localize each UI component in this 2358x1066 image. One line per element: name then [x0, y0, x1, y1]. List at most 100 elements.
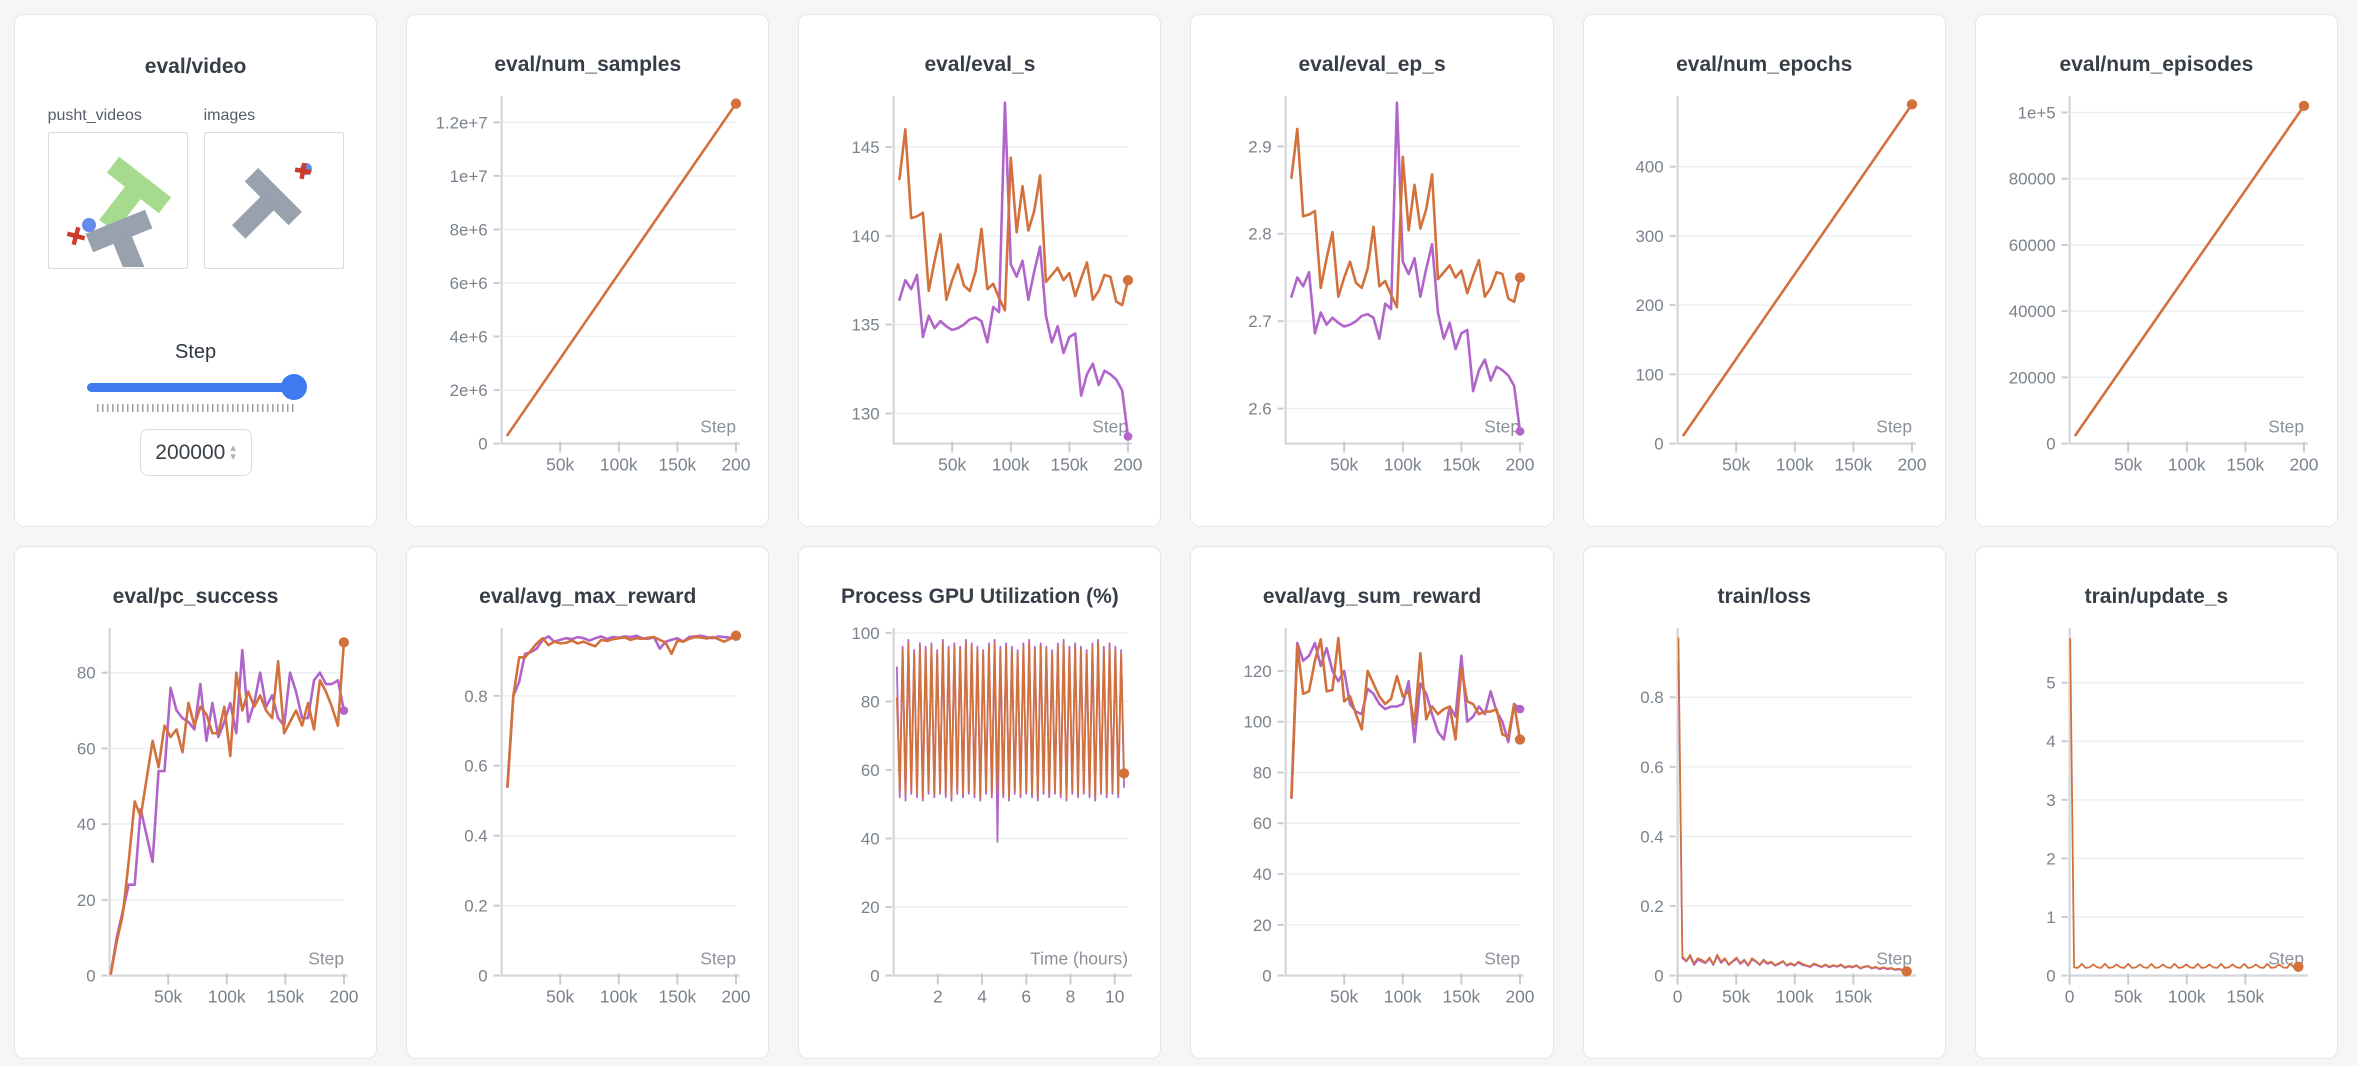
svg-text:50k: 50k [938, 454, 966, 474]
axes [107, 627, 348, 977]
series-line-run-orange[interactable] [1290, 636, 1522, 800]
x-axis-title: Step [308, 949, 344, 969]
svg-text:150k: 150k [1835, 454, 1873, 474]
step-slider-label: Step [175, 341, 217, 363]
series-line-run-purple[interactable] [1290, 101, 1522, 433]
series-line-run-purple[interactable] [505, 634, 738, 789]
svg-text:10: 10 [1105, 986, 1124, 1006]
gridlines [1677, 696, 1913, 907]
svg-text:6e+6: 6e+6 [449, 274, 487, 293]
panel-title: Process GPU Utilization (%) [841, 585, 1119, 608]
axes [500, 95, 740, 445]
gray-t-block [231, 168, 302, 239]
series-line-run-purple[interactable] [898, 101, 1130, 438]
svg-text:0: 0 [1655, 967, 1664, 986]
svg-text:200: 200 [1506, 454, 1535, 474]
panel-title: eval/eval_s [924, 53, 1036, 76]
gridlines [1285, 670, 1521, 926]
panel-eval-pc-success: eval/pc_success 0 20 40 60 80 50k 100k 150k 200 S… [14, 546, 378, 1059]
panel-eval-eval-s: eval/eval_s 130 135 140 145 50k 100k 150k 200 St… [798, 14, 1162, 527]
svg-text:100k: 100k [1776, 454, 1814, 474]
x-axis-title: Step [1484, 949, 1520, 969]
target-cross [66, 226, 85, 246]
video-thumbnail-images[interactable] [203, 132, 344, 269]
series-line-run-orange[interactable] [898, 128, 1130, 312]
series-endpoint-run-orange [2299, 100, 2310, 112]
tick-marks [493, 694, 737, 985]
pusht-image-graphic [231, 162, 312, 239]
series-line-run-orange[interactable] [505, 634, 738, 789]
svg-text:80000: 80000 [2009, 170, 2056, 189]
panel-eval-avg-sum-reward: eval/avg_sum_reward 0 20 40 60 80 100 120 50k 10… [1190, 546, 1554, 1059]
step-stepper[interactable]: ▴ ▾ [230, 441, 236, 463]
series-line-run-purple[interactable] [1677, 661, 1908, 973]
series-line-run-purple[interactable] [1290, 641, 1522, 800]
series-line-run-purple[interactable] [109, 648, 345, 975]
step-slider[interactable] [86, 374, 307, 400]
svg-text:150k: 150k [2227, 454, 2265, 474]
svg-text:1: 1 [2047, 908, 2056, 927]
panel-title: eval/num_episodes [2059, 53, 2254, 76]
svg-text:140: 140 [851, 227, 879, 246]
svg-text:20: 20 [861, 898, 880, 917]
chart-eval-pc-success[interactable]: 0 20 40 60 80 50k 100k 150k 200 Step [15, 621, 377, 1058]
x-axis-title: Time (hours) [1030, 949, 1128, 969]
svg-text:50k: 50k [1722, 986, 1750, 1006]
series-line-run-orange[interactable] [109, 641, 345, 975]
chart-eval-eval-s[interactable]: 130 135 140 145 50k 100k 150k 200 Step [799, 89, 1161, 526]
svg-text:2e+6: 2e+6 [449, 381, 487, 400]
axes [1284, 627, 1525, 977]
video-thumbnail-pusht-videos[interactable] [47, 132, 188, 280]
axes [892, 627, 1132, 977]
series-line-run-orange[interactable] [505, 102, 738, 437]
chart-eval-num-samples[interactable]: 0 2e+6 4e+6 6e+6 8e+6 1e+7 1.2e+7 50k 100k 150k 20… [407, 89, 769, 526]
panel-title: train/loss [1717, 585, 1811, 608]
series-line-run-orange[interactable] [1290, 127, 1522, 309]
panel-title: eval/avg_sum_reward [1262, 585, 1482, 608]
svg-text:200: 200 [1636, 296, 1664, 315]
x-axis-title: Step [1876, 949, 1912, 969]
series-endpoint-run-purple [1123, 432, 1133, 441]
svg-text:200: 200 [2290, 454, 2319, 474]
svg-text:50k: 50k [1722, 454, 1750, 474]
tick-labels: 0 20 40 60 80 100 2 4 6 8 10 [851, 624, 1124, 1007]
panel-train-loss: train/loss 0 0.2 0.4 0.6 0.8 0 50k 100k 150k Step [1582, 546, 1946, 1059]
step-slider-track[interactable] [86, 383, 305, 392]
series-endpoint-run-orange [1514, 734, 1526, 745]
svg-text:0.6: 0.6 [464, 757, 487, 776]
svg-text:8: 8 [1066, 986, 1076, 1006]
gridlines [1285, 145, 1521, 410]
axes [1284, 95, 1525, 445]
step-increment-icon[interactable]: ▴ [230, 441, 236, 454]
step-input-value[interactable]: 200000 [155, 440, 226, 464]
tick-marks [1669, 165, 1914, 453]
svg-text:20000: 20000 [2009, 368, 2056, 387]
svg-text:100k: 100k [600, 986, 638, 1006]
panel-title: eval/video [144, 55, 247, 78]
chart-process-gpu-utilization[interactable]: 0 20 40 60 80 100 2 4 6 8 10 Time (hours) [799, 621, 1161, 1058]
series-endpoint-run-orange [1118, 768, 1130, 779]
svg-text:2: 2 [2047, 849, 2056, 868]
series-line-run-orange[interactable] [895, 642, 1125, 799]
chart-eval-avg-sum-reward[interactable]: 0 20 40 60 80 100 120 50k 100k 150k 200 Step [1191, 621, 1553, 1058]
step-slider-thumb[interactable] [280, 374, 307, 400]
svg-text:50k: 50k [1330, 986, 1358, 1006]
gridlines [2069, 111, 2305, 379]
series-line-run-orange[interactable] [1682, 103, 1914, 437]
x-axis-title: Step [1484, 417, 1520, 437]
chart-eval-num-epochs[interactable]: 0 100 200 300 400 50k 100k 150k 200 Step [1583, 89, 1945, 526]
panel-eval-avg-max-reward: eval/avg_max_reward 0 0.2 0.4 0.6 0.8 50k 100k… [406, 546, 770, 1059]
chart-eval-eval-ep-s[interactable]: 2.6 2.7 2.8 2.9 50k 100k 150k 200 Step [1191, 89, 1553, 526]
series-line-run-orange[interactable] [2074, 104, 2306, 437]
svg-text:150k: 150k [1050, 454, 1088, 474]
step-input[interactable]: 200000 ▴ ▾ [139, 429, 252, 476]
chart-eval-avg-max-reward[interactable]: 0 0.2 0.4 0.6 0.8 50k 100k 150k 200 Step [407, 621, 769, 1058]
svg-text:0: 0 [86, 967, 95, 986]
chart-eval-num-episodes[interactable]: 0 20000 40000 60000 80000 1e+5 50k 100k 150k 200 S… [1975, 89, 2337, 526]
svg-text:100k: 100k [1384, 454, 1422, 474]
series-line-run-orange[interactable] [2069, 637, 2300, 969]
step-decrement-icon[interactable]: ▾ [230, 450, 236, 463]
series-line-run-orange[interactable] [1677, 637, 1908, 973]
